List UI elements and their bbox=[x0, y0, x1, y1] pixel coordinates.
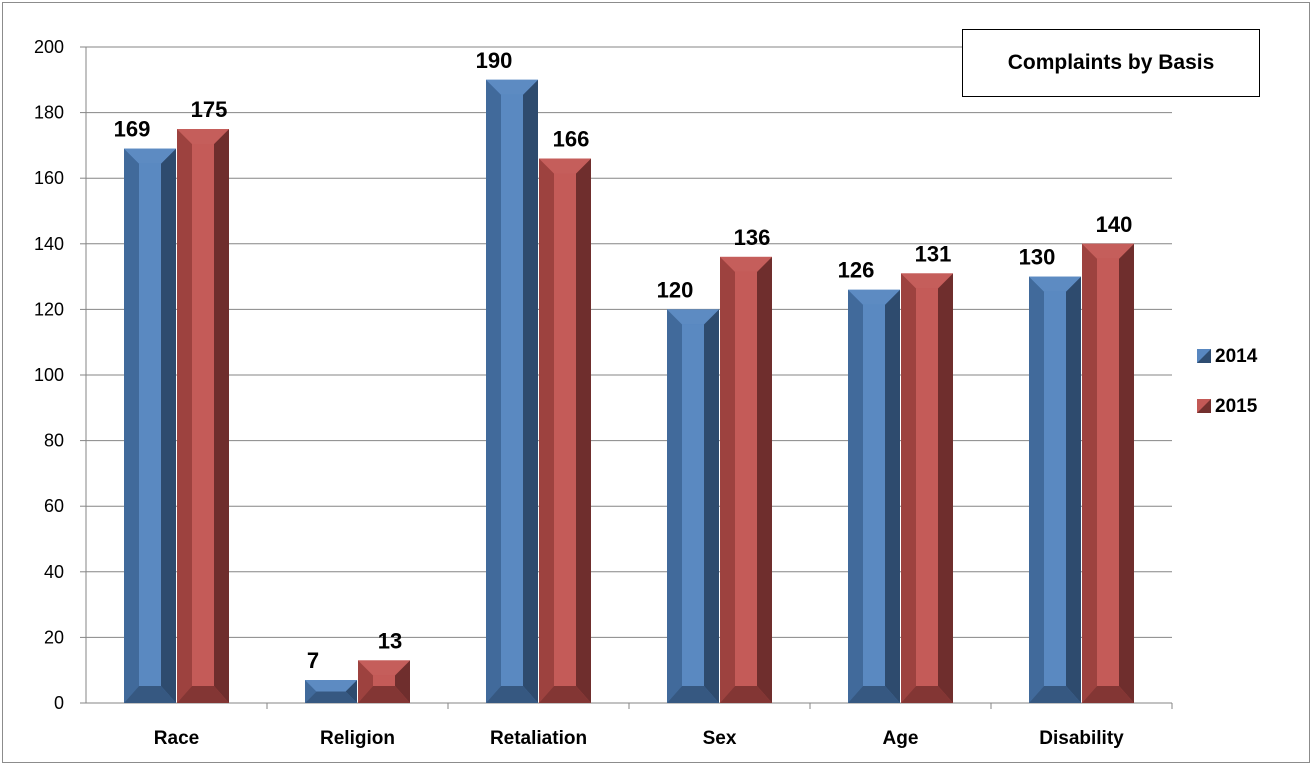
bar-2015-religion bbox=[358, 660, 410, 703]
legend-swatch-2014 bbox=[1197, 349, 1211, 363]
data-label: 130 bbox=[1019, 245, 1056, 270]
bar-2014-retaliation bbox=[486, 79, 538, 704]
bar-2015-retaliation bbox=[539, 158, 591, 703]
bar-2014-age bbox=[848, 289, 900, 703]
data-label: 169 bbox=[114, 117, 151, 142]
bar-2015-race bbox=[177, 129, 229, 703]
y-tick-label: 180 bbox=[34, 103, 64, 123]
data-label: 7 bbox=[307, 648, 319, 673]
y-tick-label: 100 bbox=[34, 365, 64, 385]
bar-2014-religion bbox=[305, 680, 357, 703]
x-tick-label: Sex bbox=[703, 728, 737, 749]
y-tick-label: 60 bbox=[44, 496, 64, 516]
y-tick-label: 120 bbox=[34, 299, 64, 319]
bar-2015-age bbox=[901, 273, 953, 703]
bar-2015-disability bbox=[1082, 243, 1134, 704]
data-label: 140 bbox=[1096, 212, 1133, 237]
y-tick-label: 140 bbox=[34, 234, 64, 254]
y-tick-label: 80 bbox=[44, 431, 64, 451]
bar-2015-sex bbox=[720, 256, 772, 703]
y-tick-label: 0 bbox=[54, 693, 64, 713]
y-tick-label: 200 bbox=[34, 37, 64, 57]
data-label: 126 bbox=[838, 258, 875, 283]
x-tick-label: Disability bbox=[1039, 728, 1124, 749]
y-tick-label: 20 bbox=[44, 627, 64, 647]
data-label: 190 bbox=[476, 48, 513, 73]
data-label: 136 bbox=[734, 225, 771, 250]
x-tick-label: Retaliation bbox=[490, 728, 587, 749]
bar-2014-race bbox=[124, 148, 176, 703]
legend-swatch-2015 bbox=[1197, 399, 1211, 413]
data-label: 120 bbox=[657, 277, 694, 302]
bar-2014-disability bbox=[1029, 276, 1081, 703]
legend-label: 2015 bbox=[1215, 396, 1258, 417]
x-tick-label: Race bbox=[154, 728, 199, 749]
x-tick-label: Religion bbox=[320, 728, 395, 749]
bar-2014-sex bbox=[667, 309, 719, 703]
legend-label: 2014 bbox=[1215, 346, 1258, 367]
y-tick-label: 160 bbox=[34, 168, 64, 188]
chart-title: Complaints by Basis bbox=[962, 29, 1260, 97]
data-label: 13 bbox=[378, 628, 402, 653]
data-label: 175 bbox=[191, 97, 228, 122]
y-tick-label: 40 bbox=[44, 562, 64, 582]
x-tick-label: Age bbox=[883, 728, 919, 749]
data-label: 131 bbox=[915, 241, 952, 266]
data-label: 166 bbox=[553, 127, 590, 152]
